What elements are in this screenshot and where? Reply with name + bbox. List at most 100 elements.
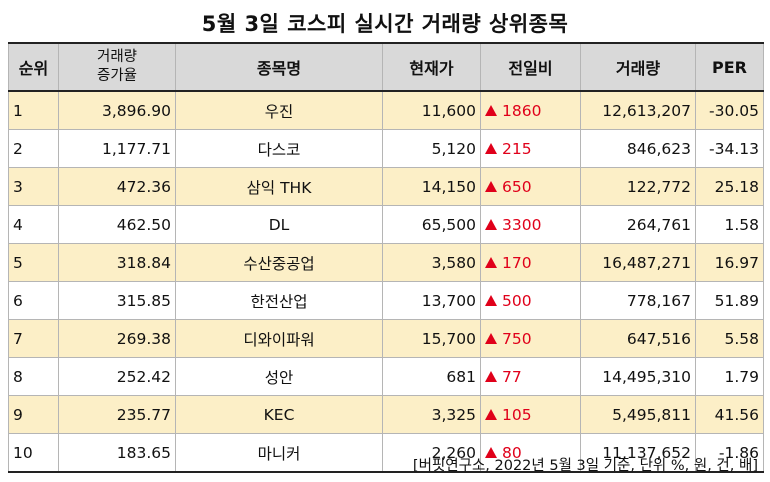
stock-ranking-table: 순위 거래량 증가율 종목명 현재가 전일비 거래량 PER 1 3,896.90… bbox=[8, 42, 764, 473]
rank-cell: 2 bbox=[8, 129, 59, 168]
per-cell: 41.56 bbox=[695, 395, 764, 434]
table-row: 2 1,177.71 다스코 5,120 215 846,623 -34.13 bbox=[8, 129, 764, 168]
stock-name-cell: 디와이파워 bbox=[175, 319, 383, 358]
change-cell: 3300 bbox=[480, 205, 581, 244]
header-rank: 순위 bbox=[8, 42, 59, 92]
rank-cell: 3 bbox=[8, 167, 59, 206]
triangle-up-icon bbox=[485, 142, 497, 154]
volume-growth-cell: 318.84 bbox=[58, 243, 176, 282]
change-cell: 80 bbox=[480, 433, 581, 473]
volume-cell: 14,495,310 bbox=[580, 357, 696, 396]
current-price-cell: 5,120 bbox=[382, 129, 481, 168]
stock-name-cell: DL bbox=[175, 205, 383, 244]
volume-growth-cell: 472.36 bbox=[58, 167, 176, 206]
volume-growth-cell: 183.65 bbox=[58, 433, 176, 473]
table-row: 8 252.42 성안 681 77 14,495,310 1.79 bbox=[8, 357, 764, 396]
change-cell: 170 bbox=[480, 243, 581, 282]
header-change: 전일비 bbox=[480, 42, 581, 92]
header-volume: 거래량 bbox=[580, 42, 696, 92]
change-cell: 77 bbox=[480, 357, 581, 396]
change-value: 750 bbox=[502, 329, 532, 348]
rank-cell: 7 bbox=[8, 319, 59, 358]
table-row: 4 462.50 DL 65,500 3300 264,761 1.58 bbox=[8, 205, 764, 244]
triangle-up-icon bbox=[485, 446, 497, 458]
triangle-up-icon bbox=[485, 256, 497, 268]
triangle-up-icon bbox=[485, 370, 497, 382]
change-cell: 500 bbox=[480, 281, 581, 320]
table-row: 10 183.65 마니커 2,260 80 11,137,652 -1.86 bbox=[8, 433, 764, 473]
page-title: 5월 3일 코스피 실시간 거래량 상위종목 bbox=[201, 12, 569, 36]
current-price-cell: 11,600 bbox=[382, 90, 481, 130]
volume-growth-cell: 3,896.90 bbox=[58, 90, 176, 130]
rank-cell: 8 bbox=[8, 357, 59, 396]
table-row: 7 269.38 디와이파워 15,700 750 647,516 5.58 bbox=[8, 319, 764, 358]
rank-cell: 10 bbox=[8, 433, 59, 473]
volume-growth-cell: 269.38 bbox=[58, 319, 176, 358]
per-cell: -34.13 bbox=[695, 129, 764, 168]
change-cell: 105 bbox=[480, 395, 581, 434]
per-cell: -30.05 bbox=[695, 90, 764, 130]
triangle-up-icon bbox=[485, 408, 497, 420]
triangle-up-icon bbox=[485, 180, 497, 192]
per-cell: 51.89 bbox=[695, 281, 764, 320]
change-value: 215 bbox=[502, 139, 532, 158]
per-cell: -1.86 bbox=[695, 433, 764, 473]
stock-name-cell: 성안 bbox=[175, 357, 383, 396]
triangle-up-icon bbox=[485, 104, 497, 116]
change-value: 1860 bbox=[502, 101, 542, 120]
header-volume-growth-line1: 거래량 bbox=[96, 49, 138, 65]
rank-cell: 9 bbox=[8, 395, 59, 434]
rank-cell: 6 bbox=[8, 281, 59, 320]
table-row: 3 472.36 삼익 THK 14,150 650 122,772 25.18 bbox=[8, 167, 764, 206]
rank-cell: 1 bbox=[8, 90, 59, 130]
current-price-cell: 13,700 bbox=[382, 281, 481, 320]
table-row: 5 318.84 수산중공업 3,580 170 16,487,271 16.97 bbox=[8, 243, 764, 282]
source-footnote: [버핏연구소, 2022년 5월 3일 기준, 단위 %, 원, 건, 배] bbox=[412, 458, 758, 474]
volume-cell: 16,487,271 bbox=[580, 243, 696, 282]
volume-growth-cell: 315.85 bbox=[58, 281, 176, 320]
current-price-cell: 681 bbox=[382, 357, 481, 396]
volume-cell: 122,772 bbox=[580, 167, 696, 206]
table-row: 6 315.85 한전산업 13,700 500 778,167 51.89 bbox=[8, 281, 764, 320]
triangle-up-icon bbox=[485, 294, 497, 306]
change-value: 170 bbox=[502, 253, 532, 272]
change-value: 80 bbox=[502, 443, 522, 462]
volume-growth-cell: 235.77 bbox=[58, 395, 176, 434]
per-cell: 25.18 bbox=[695, 167, 764, 206]
triangle-up-icon bbox=[485, 332, 497, 344]
stock-name-cell: 다스코 bbox=[175, 129, 383, 168]
current-price-cell: 14,150 bbox=[382, 167, 481, 206]
header-volume-growth: 거래량 증가율 bbox=[58, 42, 176, 92]
volume-growth-cell: 462.50 bbox=[58, 205, 176, 244]
change-value: 77 bbox=[502, 367, 522, 386]
header-current-price: 현재가 bbox=[382, 42, 481, 92]
stock-name-cell: 수산중공업 bbox=[175, 243, 383, 282]
per-cell: 1.79 bbox=[695, 357, 764, 396]
table-row: 1 3,896.90 우진 11,600 1860 12,613,207 -30.05 bbox=[8, 90, 764, 130]
change-value: 650 bbox=[502, 177, 532, 196]
change-value: 3300 bbox=[502, 215, 542, 234]
change-cell: 750 bbox=[480, 319, 581, 358]
volume-cell: 647,516 bbox=[580, 319, 696, 358]
current-price-cell: 65,500 bbox=[382, 205, 481, 244]
volume-growth-cell: 252.42 bbox=[58, 357, 176, 396]
stock-name-cell: 우진 bbox=[175, 90, 383, 130]
current-price-cell: 3,580 bbox=[382, 243, 481, 282]
volume-cell: 778,167 bbox=[580, 281, 696, 320]
triangle-up-icon bbox=[485, 218, 497, 230]
header-volume-growth-line2: 증가율 bbox=[96, 68, 138, 84]
table-row: 9 235.77 KEC 3,325 105 5,495,811 41.56 bbox=[8, 395, 764, 434]
volume-cell: 846,623 bbox=[580, 129, 696, 168]
stock-name-cell: KEC bbox=[175, 395, 383, 434]
change-cell: 650 bbox=[480, 167, 581, 206]
volume-growth-cell: 1,177.71 bbox=[58, 129, 176, 168]
current-price-cell: 15,700 bbox=[382, 319, 481, 358]
volume-cell: 264,761 bbox=[580, 205, 696, 244]
header-per: PER bbox=[695, 42, 764, 92]
change-value: 105 bbox=[502, 405, 532, 424]
rank-cell: 4 bbox=[8, 205, 59, 244]
volume-cell: 5,495,811 bbox=[580, 395, 696, 434]
rank-cell: 5 bbox=[8, 243, 59, 282]
table-header-row: 순위 거래량 증가율 종목명 현재가 전일비 거래량 PER bbox=[8, 42, 764, 92]
current-price-cell: 3,325 bbox=[382, 395, 481, 434]
